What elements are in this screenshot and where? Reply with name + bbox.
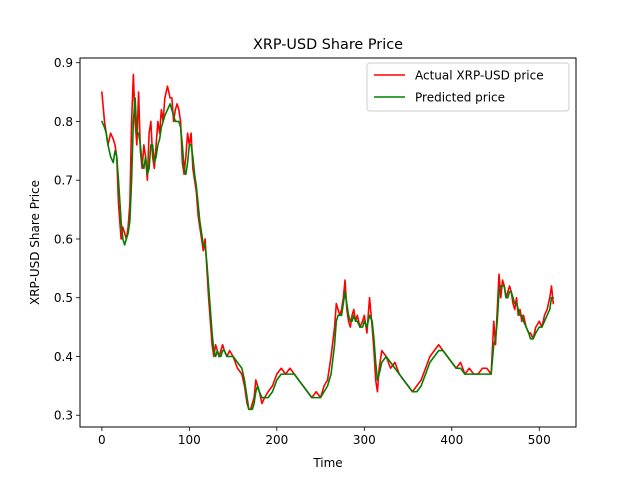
x-tick-label: 400 (440, 433, 463, 447)
y-tick-label: 0.9 (54, 56, 73, 70)
plot-lines (101, 73, 555, 411)
y-tick-label: 0.3 (54, 409, 73, 423)
chart-title: XRP-USD Share Price (253, 37, 403, 53)
y-tick-label: 0.8 (54, 115, 73, 129)
x-tick-label: 0 (98, 433, 106, 447)
x-tick-label: 100 (178, 433, 201, 447)
y-tick-label: 0.4 (54, 350, 73, 364)
series-line-1 (101, 97, 555, 411)
legend-label-predicted: Predicted price (415, 91, 505, 105)
legend-box (366, 62, 570, 112)
y-tick-label: 0.7 (54, 174, 73, 188)
x-tick-label: 200 (265, 433, 288, 447)
x-axis-label: Time (312, 456, 342, 470)
legend-label-actual: Actual XRP-USD price (415, 69, 544, 83)
x-tick-label: 500 (528, 433, 551, 447)
y-tick-label: 0.5 (54, 291, 73, 305)
y-axis-label: XRP-USD Share Price (28, 180, 42, 305)
y-axis-ticks: 0.3 0.4 0.5 0.6 0.7 0.8 0.9 (54, 56, 80, 423)
x-tick-label: 300 (353, 433, 376, 447)
x-axis-ticks: 0 100 200 300 400 500 (98, 427, 551, 447)
legend: Actual XRP-USD price Predicted price (366, 62, 570, 112)
plot-frame (79, 57, 577, 428)
y-tick-label: 0.6 (54, 232, 73, 246)
